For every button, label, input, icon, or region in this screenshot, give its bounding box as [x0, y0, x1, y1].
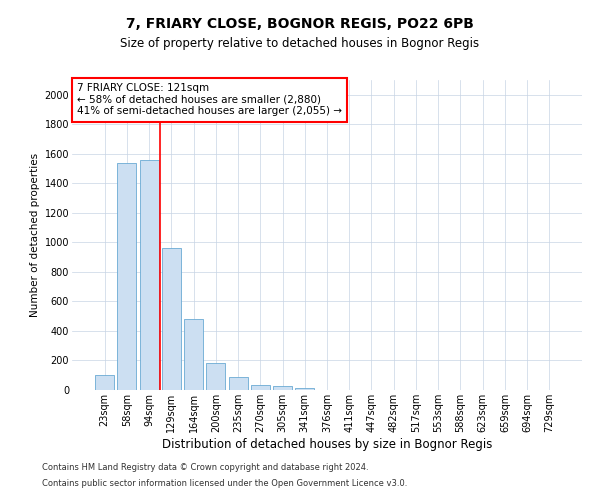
Bar — [229, 376, 248, 390]
Text: 7, FRIARY CLOSE, BOGNOR REGIS, PO22 6PB: 7, FRIARY CLOSE, BOGNOR REGIS, PO22 6PB — [126, 18, 474, 32]
Bar — [184, 319, 203, 390]
Text: 7 FRIARY CLOSE: 121sqm
← 58% of detached houses are smaller (2,880)
41% of semi-: 7 FRIARY CLOSE: 121sqm ← 58% of detached… — [77, 83, 342, 116]
Bar — [251, 385, 270, 390]
Y-axis label: Number of detached properties: Number of detached properties — [31, 153, 40, 317]
Bar — [295, 388, 314, 390]
Bar — [162, 248, 181, 390]
Text: Contains public sector information licensed under the Open Government Licence v3: Contains public sector information licen… — [42, 478, 407, 488]
Text: Contains HM Land Registry data © Crown copyright and database right 2024.: Contains HM Land Registry data © Crown c… — [42, 464, 368, 472]
X-axis label: Distribution of detached houses by size in Bognor Regis: Distribution of detached houses by size … — [162, 438, 492, 450]
Bar — [95, 375, 114, 390]
Text: Size of property relative to detached houses in Bognor Regis: Size of property relative to detached ho… — [121, 38, 479, 51]
Bar — [118, 162, 136, 390]
Bar — [273, 386, 292, 390]
Bar — [140, 160, 158, 390]
Bar — [206, 364, 225, 390]
